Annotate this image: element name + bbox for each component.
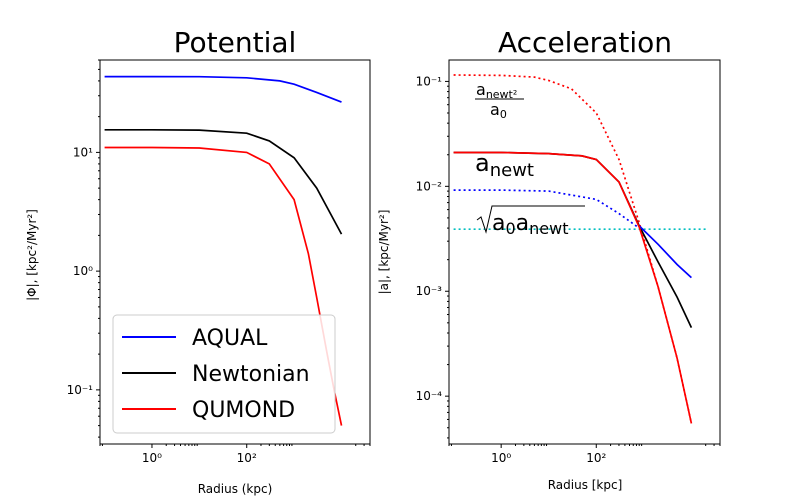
potential-title: Potential [174,26,297,59]
svg-text:a0: a0 [490,100,507,121]
acceleration-ticks: 10⁰ 10² 10⁻⁴ 10⁻³ 10⁻² 10⁻¹ [416,74,721,465]
acceleration-xlabel: Radius [kpc] [548,478,623,492]
y-tick-label-1-3: 10⁻¹ [416,74,443,88]
legend-box [112,314,336,434]
series-line-1-5 [453,151,693,424]
x-tick-label-0-0: 10⁰ [142,451,162,465]
y-tick-label-1-2: 10⁻² [416,179,443,193]
y-tick-label-0-2: 10¹ [73,145,93,159]
acceleration-axes-frame [448,59,721,445]
series-line-0-0 [104,75,342,103]
x-tick-label-1-1: 10² [586,451,606,465]
legend-label-aqual: AQUAL [192,326,268,351]
svg-text:a0anewt: a0anewt [492,211,569,238]
acceleration-ylabel: |a|, [kpc/Myr²] [377,210,391,295]
potential-ylabel: |Φ|, [kpc²/Myr²] [25,209,39,301]
acceleration-lines [453,74,706,424]
series-line-1-0 [453,74,693,424]
series-line-1-4 [638,225,692,279]
acceleration-panel: Acceleration Radius [kpc] |a|, [kpc/Myr²… [377,26,721,492]
potential-panel: Potential Radius (kpc) |Φ|, [kpc²/Myr²] … [25,26,371,496]
y-tick-label-0-0: 10⁻¹ [67,383,94,397]
acceleration-title: Acceleration [498,26,672,59]
svg-text:anewt: anewt [475,149,534,181]
series-line-0-1 [104,128,343,235]
legend-label-newtonian: Newtonian [192,362,310,387]
annotation-newt2-over-a0: anewt² a0 [475,80,524,121]
potential-legend: AQUAL Newtonian QUMOND [112,314,336,434]
x-tick-label-0-1: 10² [237,451,257,465]
legend-label-qumond: QUMOND [192,398,295,423]
y-tick-label-1-1: 10⁻³ [416,284,443,298]
x-tick-label-1-0: 10⁰ [491,451,511,465]
annotation-a-newt: anewt [475,149,534,181]
y-tick-label-1-0: 10⁻⁴ [416,389,443,403]
svg-text:anewt²: anewt² [476,80,517,101]
potential-xlabel: Radius (kpc) [198,482,273,496]
potential-axes-frame [99,59,371,445]
y-tick-label-0-1: 10⁰ [73,264,93,278]
acceleration-annotations: anewt² a0 anewt a0anewt [475,80,585,238]
annotation-sqrt-a0-anewt: a0anewt [476,205,585,238]
